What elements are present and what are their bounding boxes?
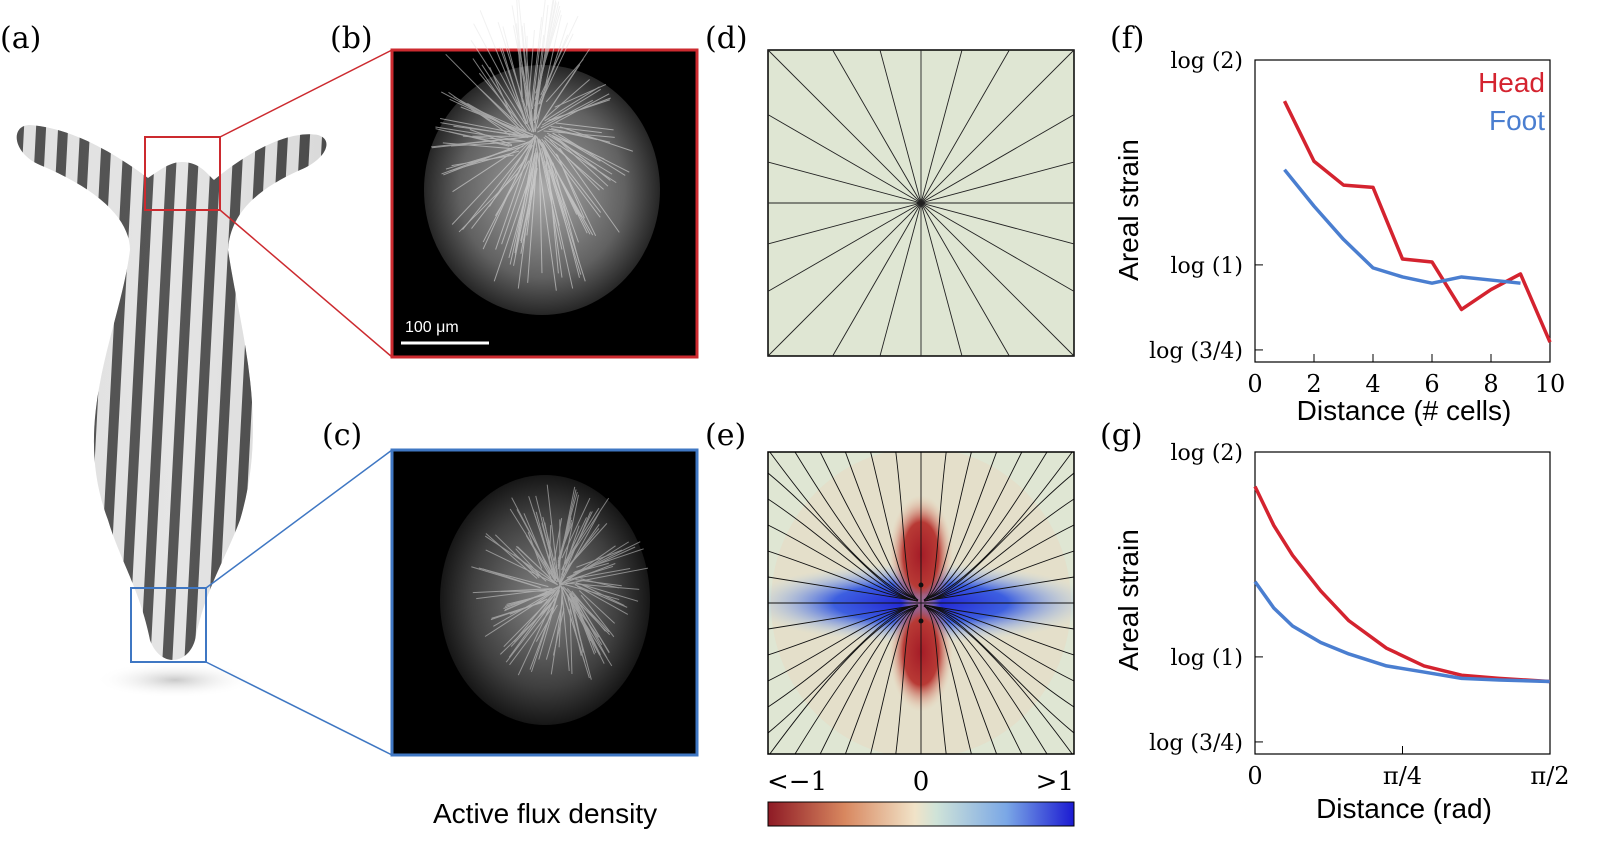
y-tick-label: log (1) [1170,646,1243,671]
scale-bar-label: 100 μm [405,319,459,336]
foot-region-box [130,587,207,663]
x-tick-label: 8 [1483,370,1498,398]
chart-f: Areal strain Distance (# cells) Head Foo… [1113,49,1565,426]
panel-label-e: (e) [705,418,746,453]
panel-label-a: (a) [0,21,41,56]
series-line [1282,100,1552,343]
y-tick-label: log (3/4) [1149,731,1243,756]
microscope-image-head: 100 μm [390,0,699,359]
x-tick-label: 0 [1247,762,1262,790]
x-tick-label: 0 [1247,370,1262,398]
y-tick-label: log (3/4) [1149,339,1243,364]
x-tick-label: 10 [1535,370,1566,398]
colorbar-tick-max: >1 [1036,767,1074,797]
panel-label-g: (g) [1100,418,1143,453]
y-tick-label: log (2) [1170,441,1243,466]
chart-f-ylabel: Areal strain [1113,139,1144,281]
legend-head: Head [1478,67,1545,98]
colorbar-tick-min: <−1 [767,767,827,797]
chart-g-xlabel: Distance (rad) [1316,793,1492,824]
series-line [1253,485,1550,684]
series-line [1253,580,1550,684]
chart-g: Areal strain Distance (rad) log (2) log (… [1113,441,1570,824]
colorbar: <−1 0 >1 Active flux density [433,767,1075,829]
colorbar-tick-zero: 0 [913,767,930,797]
series-line [1283,168,1521,285]
legend-foot: Foot [1489,105,1545,136]
hydra-shadow [95,662,255,698]
x-tick-label: π/4 [1383,762,1422,790]
chart-f-xlabel: Distance (# cells) [1297,395,1512,426]
y-tick-label: log (1) [1170,254,1243,279]
colorbar-label: Active flux density [433,798,657,829]
chart-g-ylabel: Areal strain [1113,529,1144,671]
x-tick-label: π/2 [1530,762,1569,790]
x-tick-label: 4 [1365,370,1380,398]
y-tick-label: log (2) [1170,49,1243,74]
x-tick-label: 2 [1306,370,1321,398]
hydra-illustration [16,49,393,756]
head-region-box [144,136,221,211]
panel-label-c: (c) [322,418,362,453]
panel-label-f: (f) [1110,21,1145,56]
panel-label-d: (d) [705,21,748,56]
panel-label-b: (b) [330,21,373,56]
microscope-image-foot [390,448,699,757]
x-tick-label: 6 [1424,370,1439,398]
radial-field-diagram [767,49,1075,357]
dipole-field-diagram [767,451,1075,755]
